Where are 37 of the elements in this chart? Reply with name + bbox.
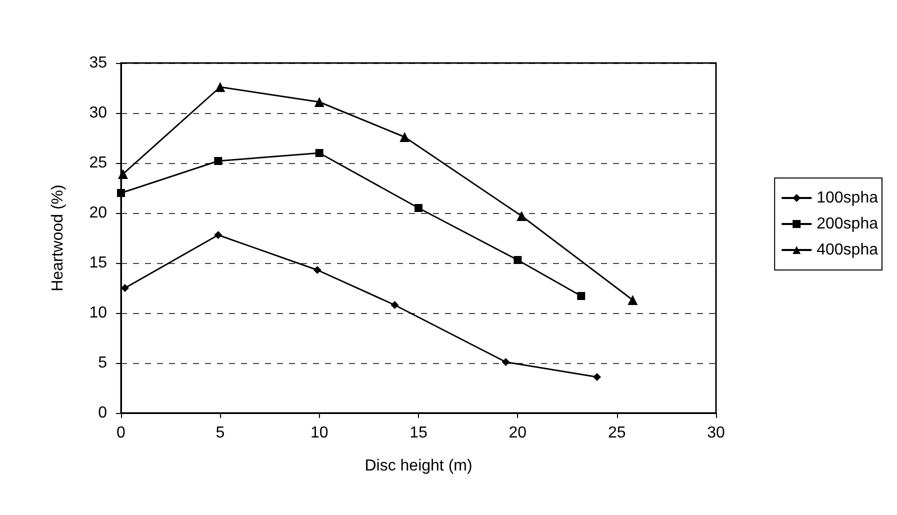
point xyxy=(313,266,322,274)
y-tick-label: 10 xyxy=(89,304,108,322)
point xyxy=(514,256,522,264)
x-tick-label: 10 xyxy=(310,424,328,442)
x-axis-title: Disc height (m) xyxy=(364,458,472,474)
point xyxy=(516,211,527,221)
y-tick-label: 35 xyxy=(89,54,108,72)
legend-label: 200spha xyxy=(816,216,878,232)
point xyxy=(390,301,399,309)
point xyxy=(502,358,510,366)
legend-label: 100spha xyxy=(816,190,878,206)
x-tick-label: 25 xyxy=(608,424,626,442)
point xyxy=(400,132,410,142)
point xyxy=(593,373,601,381)
y-tick-label: 0 xyxy=(98,404,108,422)
point xyxy=(314,97,324,107)
x-tick-label: 0 xyxy=(116,424,126,442)
point xyxy=(215,82,226,92)
y-axis-title: Heartwood (%) xyxy=(50,184,66,292)
point xyxy=(214,157,222,165)
y-tick-label: 25 xyxy=(89,154,108,172)
x-tick-label: 20 xyxy=(508,424,527,442)
point xyxy=(118,169,128,179)
point xyxy=(628,295,638,305)
x-tick-label: 5 xyxy=(216,424,225,442)
point xyxy=(214,231,222,239)
y-tick-label: 30 xyxy=(89,104,108,122)
x-tick-label: 30 xyxy=(707,424,725,442)
y-tick-label: 15 xyxy=(89,254,108,272)
point xyxy=(117,189,125,197)
point xyxy=(315,149,324,157)
legend-label: 400spha xyxy=(816,242,878,258)
y-tick-label: 5 xyxy=(98,354,108,372)
point xyxy=(577,292,586,300)
x-tick-label: 15 xyxy=(410,424,428,442)
point xyxy=(414,204,422,212)
y-tick-label: 20 xyxy=(89,204,108,222)
